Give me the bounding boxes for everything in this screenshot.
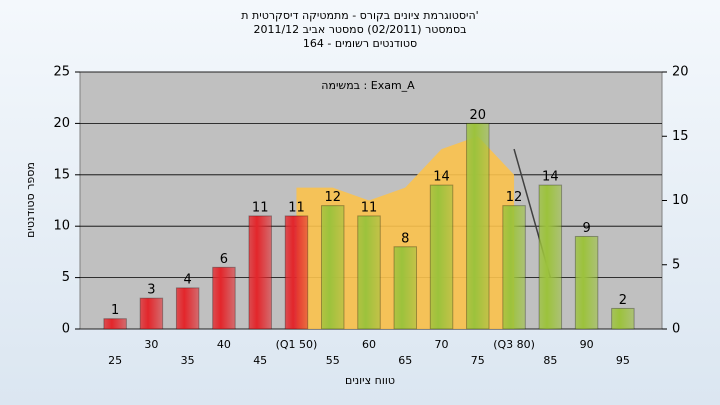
x-tick-label: 95	[616, 354, 630, 367]
bar	[429, 184, 454, 330]
y2-tick-label: 10	[672, 193, 689, 208]
data-label: 1	[111, 303, 119, 318]
data-label: 11	[288, 200, 305, 215]
bar	[466, 122, 490, 330]
bar	[502, 205, 526, 330]
data-label: 14	[433, 170, 450, 185]
data-label: 6	[220, 252, 228, 267]
x-tick-label: 25	[108, 354, 122, 367]
data-label: 9	[582, 221, 590, 236]
bar	[212, 266, 236, 330]
bar	[357, 215, 381, 330]
x-tick-label: 60	[362, 338, 376, 351]
x-tick-label: 35	[181, 354, 195, 367]
y-tick-label: 15	[53, 167, 70, 182]
bar	[393, 246, 418, 330]
x-tick-label: 45	[253, 354, 267, 367]
x-tick-label: 85	[543, 354, 557, 367]
bar	[574, 235, 599, 330]
y2-tick-label: 15	[672, 129, 689, 144]
bar	[103, 318, 127, 330]
chart-subtitle: סטודנטים רשומים - 164	[303, 37, 417, 50]
bar	[248, 215, 272, 330]
data-label: 3	[147, 283, 155, 298]
bar	[284, 215, 309, 330]
y2-tick-label: 5	[672, 257, 680, 272]
data-label: 2	[619, 293, 627, 308]
x-tick-label: 30	[144, 338, 158, 351]
data-label: 12	[506, 190, 523, 205]
x-tick-label: 40	[217, 338, 231, 351]
data-label: 12	[324, 190, 341, 205]
y2-tick-label: 0	[672, 322, 680, 337]
chart-subtitle: בסמסטר (02/2011) סמסטר אביב 2011/12	[253, 23, 466, 36]
x-tick-label: 90	[580, 338, 594, 351]
x-tick-label: 55	[326, 354, 340, 367]
bar	[320, 205, 345, 330]
x-tick-label: (Q1 50)	[276, 338, 318, 351]
bar	[139, 297, 164, 330]
data-label: 11	[361, 200, 378, 215]
data-label: 8	[401, 231, 409, 246]
data-label: 20	[470, 108, 487, 123]
area	[296, 136, 515, 329]
data-label: 14	[542, 170, 559, 185]
x-tick-label: 65	[398, 354, 412, 367]
chart-title: היסטוגרמת ציונים בקורס - מתמטיקה דיסקרטי…	[241, 9, 478, 22]
y-tick-label: 0	[62, 322, 70, 337]
x-tick-label: 75	[471, 354, 485, 367]
x-tick-label: (Q3 80)	[493, 338, 535, 351]
annotation: במשימה : Exam_A	[321, 79, 415, 92]
y2-tick-label: 20	[672, 65, 689, 80]
x-tick-label: 70	[435, 338, 449, 351]
bar	[538, 184, 563, 330]
bar	[175, 287, 200, 330]
x-axis-label: טווח ציונים	[345, 374, 395, 387]
y-axis-label: מספר סטודנטים	[24, 162, 37, 238]
data-label: 4	[184, 272, 192, 287]
bar	[611, 307, 635, 330]
data-label: 11	[252, 200, 269, 215]
y-tick-label: 5	[62, 270, 70, 285]
y-tick-label: 20	[53, 116, 70, 131]
y-tick-label: 25	[53, 65, 70, 80]
y-tick-label: 10	[53, 219, 70, 234]
